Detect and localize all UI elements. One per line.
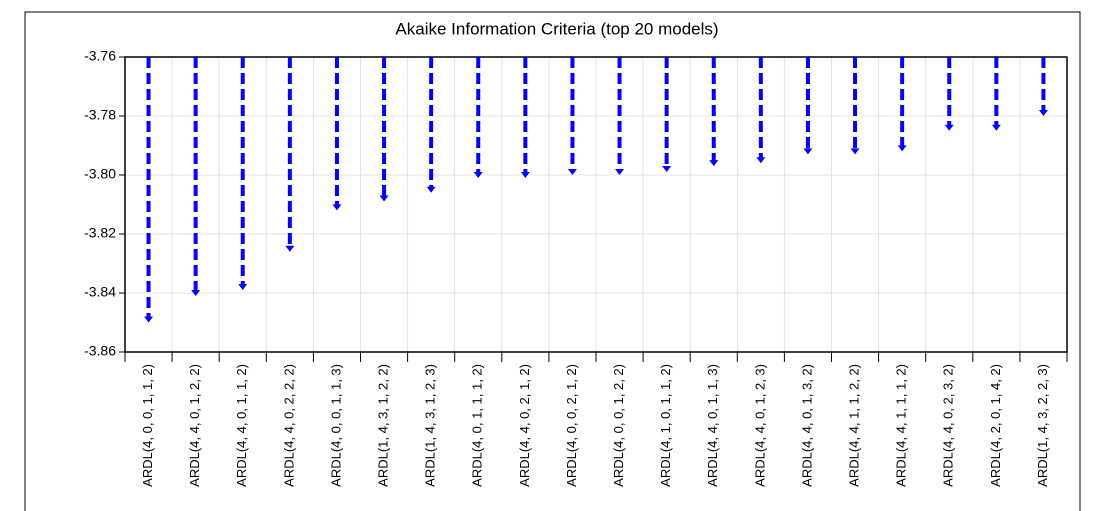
x-tick-label: ARDL(4, 4, 0, 1, 1, 3) xyxy=(705,364,720,487)
arrow-head xyxy=(473,171,483,178)
arrow-head xyxy=(756,157,766,164)
arrow-head xyxy=(1038,110,1048,116)
chart-title: Akaike Information Criteria (top 20 mode… xyxy=(395,19,718,38)
arrow-head xyxy=(709,160,719,167)
y-tick-label: -3.80 xyxy=(84,166,116,182)
arrow-head xyxy=(991,124,1001,131)
arrow-head xyxy=(426,186,436,193)
x-tick-label: ARDL(4, 4, 0, 1, 2, 3) xyxy=(752,364,767,487)
x-tick-label: ARDL(4, 0, 0, 1, 1, 3) xyxy=(328,364,343,487)
x-tick-label: ARDL(1, 4, 3, 1, 2, 3) xyxy=(423,364,438,487)
x-tick-label: ARDL(4, 4, 0, 1, 1, 2) xyxy=(234,364,249,487)
arrow-head xyxy=(144,316,154,323)
x-tick-label: ARDL(4, 0, 1, 1, 1, 2) xyxy=(470,364,485,487)
y-tick-label: -3.84 xyxy=(84,284,116,300)
arrow-head xyxy=(520,171,530,178)
x-tick-label: ARDL(4, 4, 0, 1, 2, 2) xyxy=(187,364,202,487)
y-tick-label: -3.78 xyxy=(84,107,116,123)
arrow-head xyxy=(944,124,954,131)
arrow-head xyxy=(662,166,672,173)
x-tick-label: ARDL(4, 4, 1, 1, 2, 2) xyxy=(846,364,861,487)
x-tick-label: ARDL(4, 4, 0, 2, 2, 2) xyxy=(281,364,296,487)
arrow-head xyxy=(897,145,907,152)
arrow-head xyxy=(191,289,201,296)
x-tick-label: ARDL(1, 4, 3, 2, 2, 3) xyxy=(1035,364,1050,487)
arrow-head xyxy=(332,204,342,211)
arrow-head xyxy=(850,148,860,155)
arrow-head xyxy=(379,195,389,202)
arrow-head xyxy=(238,284,248,291)
x-tick-label: ARDL(4, 4, 0, 1, 3, 2) xyxy=(799,364,814,487)
x-tick-label: ARDL(4, 4, 0, 2, 1, 2) xyxy=(517,364,532,487)
y-tick-label: -3.76 xyxy=(84,48,116,64)
arrow-head xyxy=(285,245,295,252)
x-tick-label: ARDL(4, 4, 0, 2, 3, 2) xyxy=(941,364,956,487)
x-tick-label: ARDL(4, 2, 0, 1, 4, 2) xyxy=(988,364,1003,487)
x-tick-label: ARDL(4, 0, 0, 1, 2, 2) xyxy=(611,364,626,487)
x-tick-label: ARDL(4, 0, 0, 1, 1, 2) xyxy=(140,364,155,487)
x-tick-label: ARDL(4, 1, 0, 1, 1, 2) xyxy=(658,364,673,487)
x-tick-label: ARDL(4, 4, 1, 1, 1, 2) xyxy=(894,364,909,487)
x-tick-label: ARDL(4, 0, 0, 2, 1, 2) xyxy=(564,364,579,487)
x-tick-label: ARDL(1, 4, 3, 1, 2, 2) xyxy=(375,364,390,487)
y-tick-label: -3.82 xyxy=(84,225,116,241)
arrow-head xyxy=(567,169,577,175)
arrow-head xyxy=(615,169,625,175)
arrow-head xyxy=(803,148,813,155)
frame xyxy=(24,11,1081,511)
y-tick-label: -3.86 xyxy=(84,343,116,359)
